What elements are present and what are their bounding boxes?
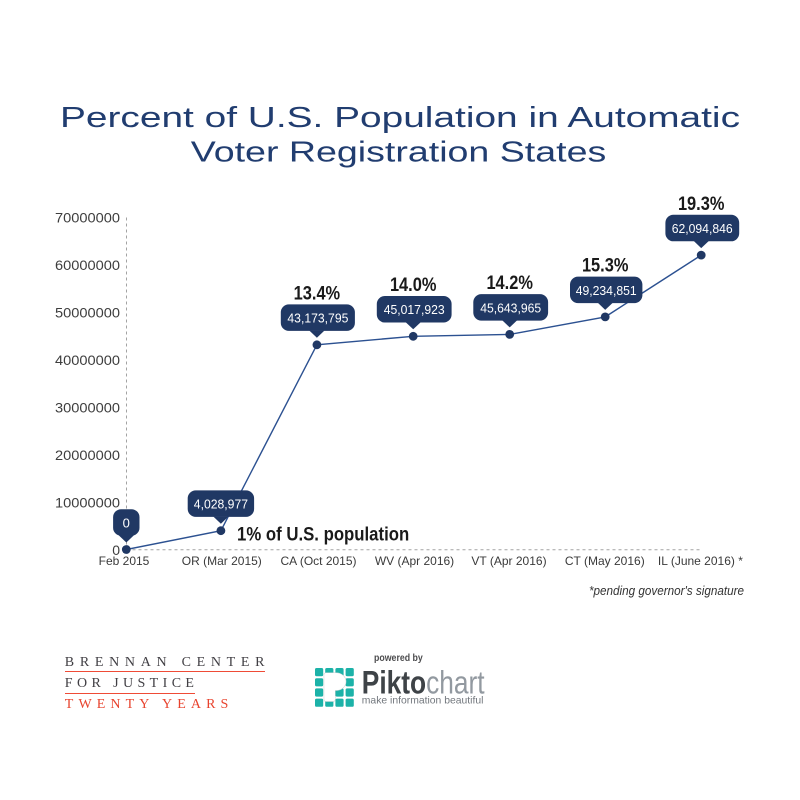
svg-text:VT (Apr 2016): VT (Apr 2016) <box>471 554 546 568</box>
svg-text:70000000: 70000000 <box>55 210 120 226</box>
svg-text:Feb 2015: Feb 2015 <box>99 554 150 568</box>
svg-text:14.0%: 14.0% <box>390 275 437 296</box>
svg-text:62,094,846: 62,094,846 <box>672 221 733 236</box>
svg-text:Percent of U.S. Population in: Percent of U.S. Population in Automatic <box>60 102 740 134</box>
svg-text:0: 0 <box>112 542 120 558</box>
svg-text:50000000: 50000000 <box>55 305 120 321</box>
svg-text:OR (Mar 2015): OR (Mar 2015) <box>182 554 262 568</box>
svg-text:45,017,923: 45,017,923 <box>384 302 445 317</box>
svg-text:Piktochart: Piktochart <box>362 664 485 700</box>
svg-text:40000000: 40000000 <box>55 352 120 368</box>
svg-text:make information beautiful: make information beautiful <box>362 695 484 707</box>
svg-text:CT (May 2016): CT (May 2016) <box>565 554 645 568</box>
svg-text:10000000: 10000000 <box>55 494 120 510</box>
svg-text:49,234,851: 49,234,851 <box>576 283 637 298</box>
svg-text:19.3%: 19.3% <box>678 194 725 215</box>
svg-text:0: 0 <box>123 515 130 530</box>
svg-text:60000000: 60000000 <box>55 257 120 273</box>
svg-text:20000000: 20000000 <box>55 447 120 463</box>
svg-text:30000000: 30000000 <box>55 399 120 415</box>
svg-text:powered by: powered by <box>374 652 423 664</box>
svg-text:43,173,795: 43,173,795 <box>287 311 348 326</box>
svg-text:IL (June 2016) *: IL (June 2016) * <box>658 554 743 568</box>
svg-text:*pending governor's signature: *pending governor's signature <box>589 583 744 598</box>
svg-text:CA (Oct 2015): CA (Oct 2015) <box>280 554 356 568</box>
svg-text:WV (Apr 2016): WV (Apr 2016) <box>375 554 454 568</box>
svg-text:45,643,965: 45,643,965 <box>480 300 541 315</box>
svg-text:Voter Registration States: Voter Registration States <box>191 136 607 168</box>
svg-text:4,028,977: 4,028,977 <box>194 497 248 512</box>
svg-text:1% of U.S. population: 1% of U.S. population <box>237 524 409 546</box>
svg-text:13.4%: 13.4% <box>294 283 341 304</box>
svg-text:15.3%: 15.3% <box>582 256 629 277</box>
svg-text:14.2%: 14.2% <box>486 273 533 294</box>
